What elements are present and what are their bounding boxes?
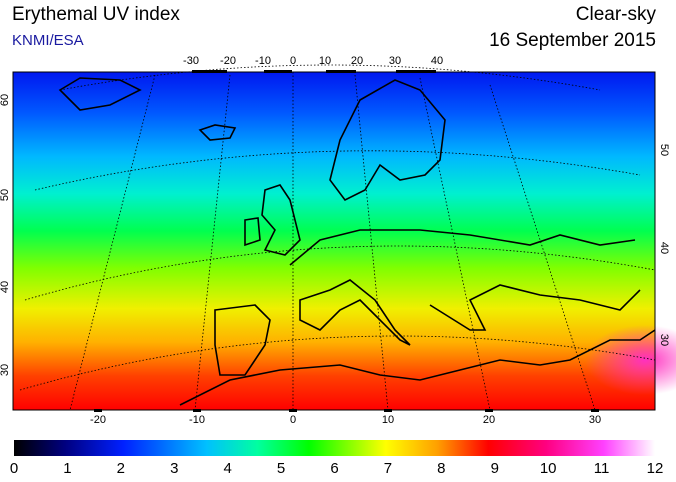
coastlines bbox=[58, 77, 656, 406]
map bbox=[12, 64, 676, 411]
scale-segment bbox=[485, 409, 493, 412]
top-tick-label: 20 bbox=[351, 55, 363, 67]
right-tick-label: 50 bbox=[658, 144, 670, 156]
top-tick-label: -20 bbox=[220, 55, 236, 67]
colorbar bbox=[14, 440, 655, 456]
left-tick-label: 40 bbox=[0, 281, 11, 293]
uv-field bbox=[13, 72, 655, 410]
top-tick-label: 40 bbox=[431, 55, 443, 67]
colorbar-label: 10 bbox=[540, 460, 557, 477]
top-tick-label: -30 bbox=[183, 55, 199, 67]
source: KNMI/ESA bbox=[12, 32, 84, 49]
left-tick-label: 30 bbox=[0, 364, 11, 376]
bottom-tick-label: 0 bbox=[290, 414, 296, 426]
bottom-tick-label: -10 bbox=[189, 414, 205, 426]
scale-segment bbox=[326, 70, 356, 73]
scale-segment bbox=[591, 409, 599, 412]
colorbar-label: 4 bbox=[223, 460, 231, 477]
scale-segment bbox=[289, 409, 297, 412]
right-tick-label: 40 bbox=[658, 242, 670, 254]
top-tick-label: -10 bbox=[255, 55, 271, 67]
scale-segment bbox=[264, 70, 292, 73]
date: 16 September 2015 bbox=[489, 30, 656, 51]
colorbar-label: 2 bbox=[117, 460, 125, 477]
colorbar-label: 1 bbox=[63, 460, 71, 477]
colorbar-label: 12 bbox=[647, 460, 664, 477]
colorbar-label: 8 bbox=[437, 460, 445, 477]
left-tick-label: 60 bbox=[0, 94, 11, 106]
colorbar-label: 5 bbox=[277, 460, 285, 477]
condition: Clear-sky bbox=[576, 4, 657, 25]
colorbar-label: 7 bbox=[384, 460, 392, 477]
colorbar-label: 0 bbox=[10, 460, 18, 477]
top-tick-label: 30 bbox=[389, 55, 401, 67]
graticule bbox=[19, 64, 656, 411]
colorbar-label: 11 bbox=[594, 460, 610, 477]
colorbar-label: 6 bbox=[330, 460, 338, 477]
top-tick-label: 0 bbox=[290, 55, 296, 67]
right-tick-label: 30 bbox=[658, 334, 670, 346]
top-tick-label: 10 bbox=[319, 55, 331, 67]
scale-segment bbox=[193, 409, 201, 412]
colorbar-label: 3 bbox=[170, 460, 178, 477]
scale-segment bbox=[192, 70, 227, 73]
uv-peak bbox=[585, 325, 676, 395]
scale-segment bbox=[396, 70, 436, 73]
colorbar-label: 9 bbox=[491, 460, 499, 477]
title: Erythemal UV index bbox=[12, 4, 180, 25]
bottom-tick-label: 20 bbox=[483, 414, 495, 426]
scale-segment bbox=[384, 409, 392, 412]
bottom-tick-label: 30 bbox=[589, 414, 601, 426]
scale-segment bbox=[94, 409, 102, 412]
left-tick-label: 50 bbox=[0, 189, 11, 201]
bottom-tick-label: 10 bbox=[382, 414, 394, 426]
bottom-tick-label: -20 bbox=[90, 414, 106, 426]
